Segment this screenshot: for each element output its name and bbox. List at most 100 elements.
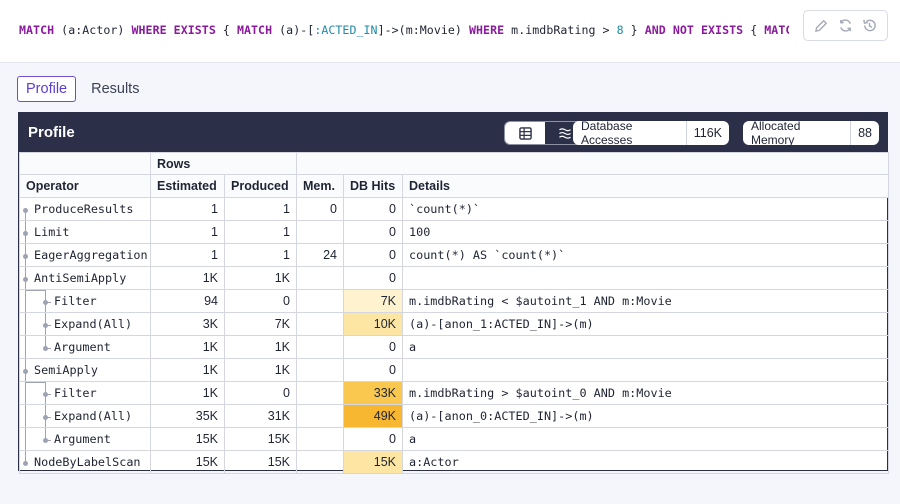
table-row[interactable]: Expand(All) 35K 31K 49K (a)-[anon_0:ACTED_IN… — [19, 404, 890, 428]
produced-cell: 31K — [224, 404, 297, 428]
produced-cell: 1 — [224, 197, 297, 221]
group-header-empty-right — [295, 152, 890, 175]
dbhits-cell: 0 — [343, 266, 403, 290]
produced-cell: 1K — [224, 266, 297, 290]
operator-name: Expand(All) — [54, 409, 133, 423]
estimated-cell: 1K — [150, 358, 225, 382]
estimated-cell: 1K — [150, 381, 225, 405]
operator-name: Filter — [54, 294, 97, 308]
table-header-row: Operator Estimated Produced Mem. DB Hits… — [19, 174, 890, 198]
estimated-cell: 1K — [150, 335, 225, 359]
mem-cell — [296, 289, 344, 313]
operator-name: Limit — [34, 225, 70, 239]
rerun-icon[interactable] — [836, 17, 854, 35]
estimated-cell: 35K — [150, 404, 225, 428]
history-icon[interactable] — [861, 17, 879, 35]
col-header-produced[interactable]: Produced — [224, 174, 297, 198]
dbhits-cell: 49K — [343, 404, 403, 428]
estimated-cell: 1 — [150, 243, 225, 267]
table-row[interactable]: Filter 1K 0 33K m.imdbRating > $autoint_0 AN… — [19, 381, 890, 405]
operator-name: Filter — [54, 386, 97, 400]
col-header-estimated[interactable]: Estimated — [150, 174, 225, 198]
col-header-details[interactable]: Details — [401, 174, 890, 198]
details-cell: a:Actor — [401, 450, 890, 474]
produced-cell: 15K — [224, 450, 297, 474]
group-header-rows: Rows — [150, 152, 297, 175]
produced-cell: 1 — [224, 243, 297, 267]
operator-cell: ProduceResults — [19, 197, 151, 221]
tab-profile[interactable]: Profile — [17, 76, 77, 102]
mem-cell — [296, 220, 344, 244]
operator-cell: AntiSemiApply — [19, 266, 151, 290]
details-cell: (a)-[anon_0:ACTED_IN]->(m) — [401, 404, 890, 428]
estimated-cell: 94 — [150, 289, 225, 313]
query-token: :ACTED_IN — [314, 23, 378, 37]
operator-name: SemiApply — [34, 363, 98, 377]
mem-cell — [296, 266, 344, 290]
table-row[interactable]: ProduceResults 1 1 0 0 `count(*)` — [19, 197, 890, 221]
profile-panel: Profile Database Accesses 116K Allocated… — [18, 112, 890, 474]
group-header-empty — [19, 152, 151, 175]
tab-results[interactable]: Results — [91, 81, 140, 97]
query-bar: MATCH (a:Actor) WHERE EXISTS { MATCH (a)… — [0, 0, 900, 63]
table-row[interactable]: NodeByLabelScan 15K 15K 15K a:Actor — [19, 450, 890, 474]
dbhits-cell: 0 — [343, 197, 403, 221]
produced-cell: 1K — [224, 358, 297, 382]
table-row[interactable]: Limit 1 1 0 100 — [19, 220, 890, 244]
details-cell: `count(*)` — [401, 197, 890, 221]
estimated-cell: 1K — [150, 266, 225, 290]
operator-cell: Argument — [19, 335, 151, 359]
details-cell: (a)-[anon_1:ACTED_IN]->(m) — [401, 312, 890, 336]
dbhits-cell: 15K — [343, 450, 403, 474]
operator-cell: Filter — [19, 381, 151, 405]
produced-cell: 0 — [224, 289, 297, 313]
query-token: { — [215, 23, 237, 37]
profile-panel-header: Profile Database Accesses 116K Allocated… — [19, 113, 887, 152]
plan-view-icon[interactable] — [545, 122, 585, 144]
edit-icon[interactable] — [812, 17, 830, 35]
mem-cell: 0 — [296, 197, 344, 221]
col-header-dbhits[interactable]: DB Hits — [343, 174, 403, 198]
operator-name: ProduceResults — [34, 202, 134, 216]
operator-name: AntiSemiApply — [34, 271, 127, 285]
table-row[interactable]: SemiApply 1K 1K 0 — [19, 358, 890, 382]
table-view-icon[interactable] — [505, 122, 545, 144]
table-row[interactable]: EagerAggregation 1 1 24 0 count(*) AS `count(… — [19, 243, 890, 267]
col-header-mem[interactable]: Mem. — [296, 174, 344, 198]
table-group-header-row: Rows — [19, 152, 890, 175]
query-token: m.imdbRating > — [504, 23, 617, 37]
query-token: { — [743, 23, 765, 37]
details-cell — [401, 266, 890, 290]
allocated-memory-label: Allocated Memory — [743, 119, 852, 147]
query-token: WHERE — [468, 23, 505, 37]
query-token: MATCH — [764, 23, 789, 37]
details-cell: 100 — [401, 220, 890, 244]
table-row[interactable]: AntiSemiApply 1K 1K 0 — [19, 266, 890, 290]
query-text[interactable]: MATCH (a:Actor) WHERE EXISTS { MATCH (a)… — [19, 23, 789, 37]
mem-cell: 24 — [296, 243, 344, 267]
table-row[interactable]: Argument 15K 15K 0 a — [19, 427, 890, 451]
result-tabs: Profile Results — [17, 76, 148, 102]
dbhits-cell: 7K — [343, 289, 403, 313]
table-row[interactable]: Expand(All) 3K 7K 10K (a)-[anon_1:ACTED_IN]-… — [19, 312, 890, 336]
db-accesses-label: Database Accesses — [573, 119, 687, 147]
table-row[interactable]: Argument 1K 1K 0 a — [19, 335, 890, 359]
col-header-operator[interactable]: Operator — [19, 174, 151, 198]
produced-cell: 1 — [224, 220, 297, 244]
dbhits-cell: 0 — [343, 243, 403, 267]
mem-cell — [296, 358, 344, 382]
mem-cell — [296, 381, 344, 405]
panel-title: Profile — [28, 124, 75, 141]
table-row[interactable]: Filter 94 0 7K m.imdbRating < $autoint_1 AND… — [19, 289, 890, 313]
operator-name: EagerAggregation — [34, 248, 148, 262]
details-cell: m.imdbRating < $autoint_1 AND m:Movie — [401, 289, 890, 313]
query-actions — [803, 10, 888, 41]
profile-table: Rows Operator Estimated Produced Mem. DB… — [19, 152, 890, 474]
db-accesses-value: 116K — [693, 126, 722, 140]
allocated-memory-value: 88 — [858, 126, 872, 140]
db-accesses-badge: Database Accesses 116K — [573, 119, 729, 147]
produced-cell: 0 — [224, 381, 297, 405]
mem-cell — [296, 312, 344, 336]
produced-cell: 1K — [224, 335, 297, 359]
estimated-cell: 15K — [150, 427, 225, 451]
